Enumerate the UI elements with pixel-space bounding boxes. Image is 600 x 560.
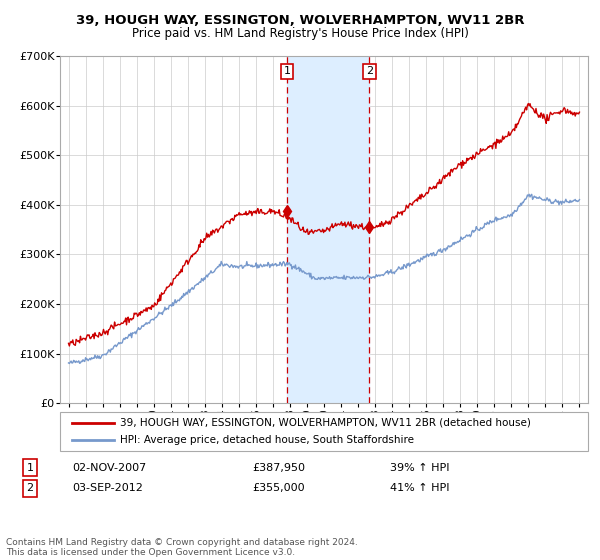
Text: 39, HOUGH WAY, ESSINGTON, WOLVERHAMPTON, WV11 2BR (detached house): 39, HOUGH WAY, ESSINGTON, WOLVERHAMPTON,… [120,418,531,428]
Text: Contains HM Land Registry data © Crown copyright and database right 2024.
This d: Contains HM Land Registry data © Crown c… [6,538,358,557]
Text: £355,000: £355,000 [252,483,305,493]
Text: 39, HOUGH WAY, ESSINGTON, WOLVERHAMPTON, WV11 2BR: 39, HOUGH WAY, ESSINGTON, WOLVERHAMPTON,… [76,14,524,27]
Text: 41% ↑ HPI: 41% ↑ HPI [390,483,449,493]
Text: HPI: Average price, detached house, South Staffordshire: HPI: Average price, detached house, Sout… [120,435,414,445]
Text: £387,950: £387,950 [252,463,305,473]
Text: 39% ↑ HPI: 39% ↑ HPI [390,463,449,473]
Bar [287,56,370,403]
Text: 1: 1 [284,67,290,76]
Text: 03-SEP-2012: 03-SEP-2012 [72,483,143,493]
Text: 2: 2 [366,67,373,76]
Text: Price paid vs. HM Land Registry's House Price Index (HPI): Price paid vs. HM Land Registry's House … [131,27,469,40]
Text: 1: 1 [26,463,34,473]
Text: 02-NOV-2007: 02-NOV-2007 [72,463,146,473]
Text: 2: 2 [26,483,34,493]
